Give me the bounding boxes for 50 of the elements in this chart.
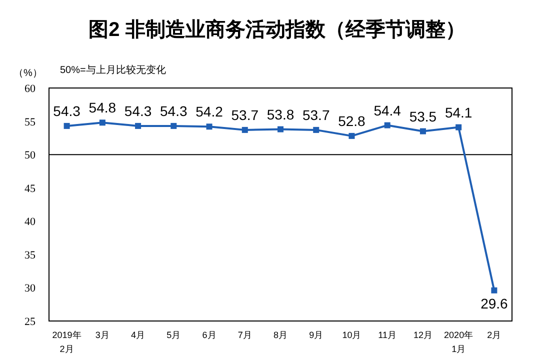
data-label: 54.8 <box>88 100 116 116</box>
x-tick-label: 12月 <box>413 330 432 340</box>
data-label: 52.8 <box>338 112 366 129</box>
point <box>135 122 142 129</box>
y-tick-label: 55 <box>24 116 36 128</box>
data-label: 54.3 <box>124 102 152 119</box>
y-tick-label: 35 <box>24 249 36 262</box>
x-tick-label: 6月 <box>202 330 216 340</box>
point <box>384 122 390 128</box>
data-label: 53.5 <box>409 108 437 124</box>
y-axis-title: （%） <box>14 68 42 79</box>
point <box>348 132 355 139</box>
data-label: 54.3 <box>160 102 188 119</box>
x-tick-label: 2020年 1月 <box>444 330 474 354</box>
data-label: 29.6 <box>480 295 508 312</box>
data-label: 54.3 <box>53 102 81 119</box>
point <box>313 126 320 133</box>
x-tick-label: 3月 <box>95 330 110 340</box>
point <box>242 126 248 133</box>
y-tick-label: 40 <box>24 216 36 228</box>
point <box>278 126 284 132</box>
point <box>170 122 177 129</box>
point <box>491 287 498 294</box>
x-tick-label: 4月 <box>131 330 146 340</box>
data-label: 54.2 <box>196 104 224 120</box>
x-tick-label: 2019年 2月 <box>52 330 82 354</box>
point <box>456 124 462 130</box>
chart-title: 图2 非制造业商务活动指数（经季节调整） <box>88 18 466 41</box>
data-label: 54.1 <box>444 104 472 120</box>
point <box>99 120 106 126</box>
x-tick-label: 8月 <box>273 330 288 340</box>
x-tick-label: 5月 <box>166 330 181 340</box>
y-tick-label: 45 <box>24 182 36 195</box>
data-label: 53.8 <box>266 106 294 122</box>
y-tick-label: 30 <box>24 282 36 295</box>
x-tick-label: 7月 <box>238 330 252 340</box>
data-label: 53.7 <box>231 106 259 123</box>
y-tick-label: 25 <box>24 316 36 328</box>
text: 50%=与上月比较无变化 <box>60 64 166 76</box>
data-label: 53.7 <box>302 106 330 123</box>
x-tick-label: 11月 <box>378 330 397 340</box>
point <box>420 128 426 134</box>
y-tick-label: 50 <box>24 150 36 162</box>
x-tick-label: 10月 <box>342 330 362 340</box>
data-label: 54.4 <box>374 102 402 118</box>
point <box>64 122 70 129</box>
y-tick-label: 60 <box>24 83 36 95</box>
x-tick-label: 2月 <box>487 330 502 340</box>
point <box>206 124 212 130</box>
x-tick-label: 9月 <box>309 330 324 340</box>
